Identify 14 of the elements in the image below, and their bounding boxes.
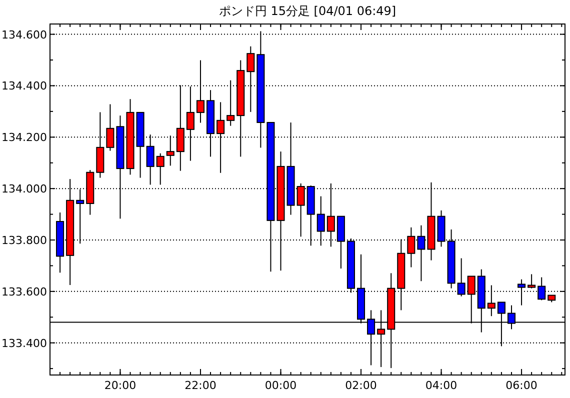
y-tick-label: 133.800 <box>2 234 47 247</box>
x-tick-label: 06:00 <box>506 379 538 392</box>
y-tick-label: 134.200 <box>2 131 47 144</box>
x-tick-label: 00:00 <box>264 379 297 392</box>
y-tick-label: 134.600 <box>2 28 47 42</box>
y-tick-label: 134.000 <box>2 182 47 196</box>
y-tick-label: 133.400 <box>2 336 47 350</box>
chart-title: ポンド円 15分足 [04/01 06:49] <box>218 4 396 18</box>
y-tick-label: 133.600 <box>2 285 47 298</box>
x-tick-label: 20:00 <box>104 379 136 392</box>
x-tick-label: 22:00 <box>184 379 216 392</box>
x-tick-label: 02:00 <box>345 379 377 392</box>
y-tick-label: 134.400 <box>2 80 47 93</box>
x-tick-label: 04:00 <box>425 379 458 392</box>
